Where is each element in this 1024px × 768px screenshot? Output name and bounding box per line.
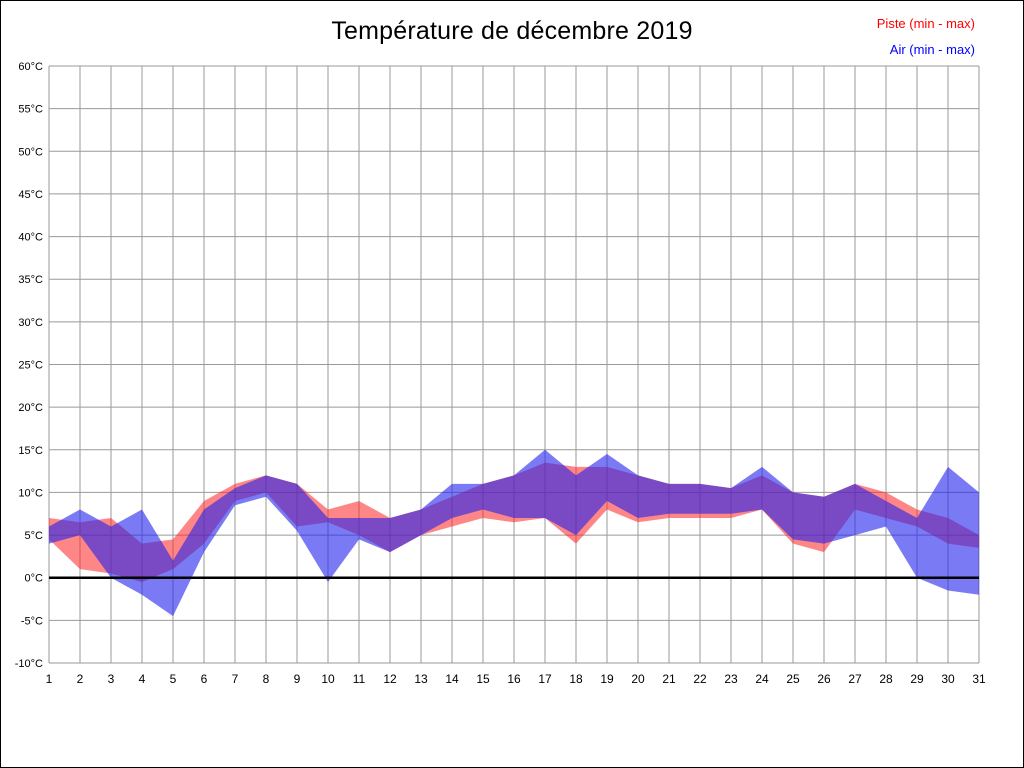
svg-text:27: 27 bbox=[848, 672, 862, 686]
svg-text:6: 6 bbox=[201, 672, 208, 686]
svg-text:40°C: 40°C bbox=[18, 232, 43, 244]
svg-text:12: 12 bbox=[383, 672, 397, 686]
svg-text:60°C: 60°C bbox=[18, 61, 43, 73]
svg-text:-5°C: -5°C bbox=[21, 615, 43, 627]
legend-item-air: Air (min - max) bbox=[889, 42, 975, 57]
svg-text:7: 7 bbox=[232, 672, 239, 686]
svg-text:17: 17 bbox=[538, 672, 552, 686]
svg-text:10°C: 10°C bbox=[18, 487, 43, 499]
svg-text:8: 8 bbox=[263, 672, 270, 686]
legend-item-piste: Piste (min - max) bbox=[876, 16, 975, 31]
svg-text:11: 11 bbox=[353, 672, 366, 686]
svg-text:9: 9 bbox=[294, 672, 301, 686]
svg-text:35°C: 35°C bbox=[18, 274, 43, 286]
svg-text:5: 5 bbox=[170, 672, 177, 686]
svg-text:45°C: 45°C bbox=[18, 189, 43, 201]
svg-text:21: 21 bbox=[662, 672, 676, 686]
svg-text:30: 30 bbox=[941, 672, 955, 686]
svg-text:18: 18 bbox=[569, 672, 583, 686]
svg-text:31: 31 bbox=[972, 672, 986, 686]
chart-title: Température de décembre 2019 bbox=[331, 17, 693, 45]
svg-text:30°C: 30°C bbox=[18, 317, 43, 329]
svg-text:26: 26 bbox=[817, 672, 831, 686]
svg-text:25: 25 bbox=[786, 672, 800, 686]
svg-text:13: 13 bbox=[414, 672, 428, 686]
svg-text:23: 23 bbox=[724, 672, 738, 686]
svg-text:24: 24 bbox=[755, 672, 769, 686]
svg-text:1: 1 bbox=[46, 672, 53, 686]
svg-text:19: 19 bbox=[600, 672, 614, 686]
svg-text:3: 3 bbox=[108, 672, 115, 686]
svg-text:25°C: 25°C bbox=[18, 360, 43, 372]
svg-text:14: 14 bbox=[445, 672, 459, 686]
svg-text:20°C: 20°C bbox=[18, 402, 43, 414]
svg-text:16: 16 bbox=[507, 672, 521, 686]
svg-text:-10°C: -10°C bbox=[15, 658, 43, 670]
svg-text:15°C: 15°C bbox=[18, 445, 43, 457]
svg-text:28: 28 bbox=[879, 672, 893, 686]
svg-text:2: 2 bbox=[77, 672, 84, 686]
svg-text:15: 15 bbox=[476, 672, 490, 686]
svg-text:10: 10 bbox=[321, 672, 335, 686]
svg-text:22: 22 bbox=[693, 672, 707, 686]
svg-text:5°C: 5°C bbox=[25, 530, 44, 542]
svg-text:0°C: 0°C bbox=[25, 573, 44, 585]
svg-text:4: 4 bbox=[139, 672, 146, 686]
svg-text:50°C: 50°C bbox=[18, 146, 43, 158]
svg-text:20: 20 bbox=[631, 672, 645, 686]
svg-text:55°C: 55°C bbox=[18, 104, 43, 116]
chart-legend: Piste (min - max) Air (min - max) bbox=[877, 11, 975, 63]
svg-text:29: 29 bbox=[910, 672, 924, 686]
